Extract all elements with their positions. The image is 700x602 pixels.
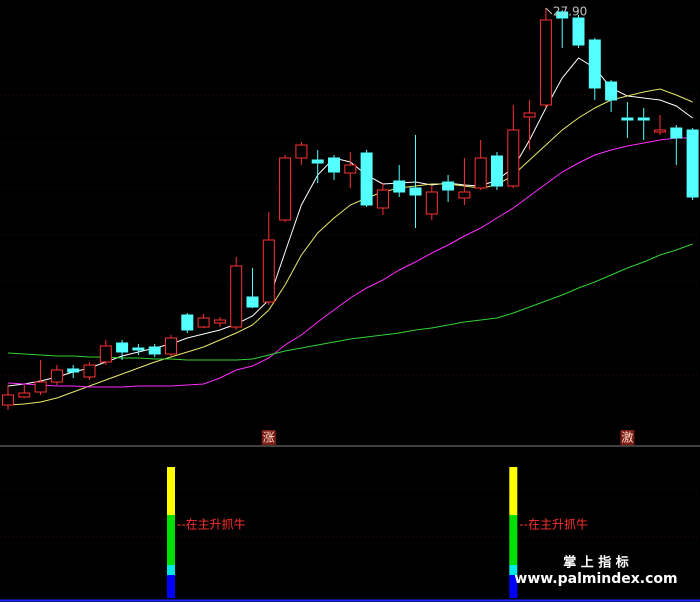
candle-body (670, 127, 683, 139)
candle-body (360, 152, 373, 206)
candle-body (83, 364, 96, 378)
signal-bar-segment (167, 575, 175, 598)
watermark-url: www.palmindex.com (514, 571, 677, 587)
candle-body (523, 112, 536, 118)
ma-line (7, 137, 693, 388)
candle-body (637, 117, 650, 121)
candle-body (328, 157, 340, 173)
candle-body (621, 117, 634, 121)
candle-body (213, 319, 226, 324)
candle-body (181, 314, 194, 331)
candle-body (279, 157, 292, 221)
candle-body (230, 265, 243, 328)
candle-body (376, 189, 389, 209)
signal-box (261, 430, 276, 445)
watermark-title: 掌 上 指 标 (563, 555, 629, 571)
candle-body (295, 144, 308, 159)
candle-body (654, 129, 666, 133)
signal-annotation: --在主升抓牛 (177, 517, 246, 532)
candle-body (458, 191, 471, 199)
candle-body (474, 157, 487, 189)
candle-body (491, 155, 503, 187)
signal-bar-segment (509, 565, 518, 575)
signal-bar-segment (167, 565, 175, 575)
candle-body (246, 296, 259, 308)
signal-bar-segment (509, 575, 518, 598)
candle-body (344, 164, 357, 174)
candle-body (572, 17, 585, 46)
candle-body (393, 180, 406, 193)
signal-box (620, 430, 635, 445)
candle-body (556, 11, 569, 19)
candle-body (588, 39, 601, 89)
candle-body (605, 81, 618, 101)
candle-body (148, 346, 161, 355)
signal-label: 激 (621, 431, 633, 445)
signal-annotation: --在主升抓牛 (519, 517, 588, 532)
candle-body (132, 347, 145, 351)
candle-body (539, 19, 552, 106)
candle-body (311, 159, 324, 164)
candle-body (34, 381, 47, 393)
candle-body (686, 129, 699, 198)
ma-line (7, 88, 693, 406)
candle-body (50, 369, 63, 383)
candle-body (197, 317, 210, 328)
candle-body (165, 337, 177, 355)
candle-body (442, 181, 455, 191)
candle-body (116, 342, 129, 353)
high-pointer (545, 7, 553, 15)
high-label: 27.90 (553, 5, 587, 19)
candle-body (18, 392, 31, 398)
signal-label: 涨 (263, 430, 275, 445)
candle-body (507, 129, 520, 187)
signal-bar-segment (167, 467, 175, 515)
signal-bar-segment (509, 515, 518, 565)
candle-body (425, 191, 438, 215)
candle-body (99, 345, 112, 363)
candle-body (262, 239, 275, 303)
candle-body (2, 394, 14, 406)
candle-body (67, 368, 80, 373)
signal-bar-segment (509, 467, 518, 515)
signal-bar-segment (167, 515, 175, 565)
candle-body (409, 187, 422, 196)
